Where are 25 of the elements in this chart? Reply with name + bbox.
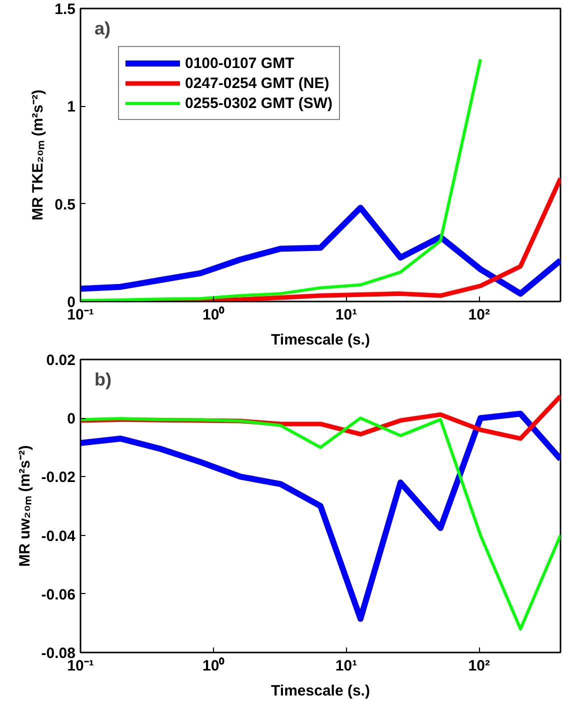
- x-tick-label: 10⁻¹: [67, 306, 94, 324]
- y-tick-label: 1.5: [54, 1, 76, 18]
- x-tick-label: 10⁰: [202, 306, 226, 324]
- x-axis-title: Timescale (s.): [271, 332, 370, 348]
- y-axis-title: MR uw₂₀ₘ (m²s⁻²): [16, 445, 34, 567]
- y-tick-label: 0: [67, 410, 76, 428]
- y-tick-label: 0.5: [54, 196, 76, 214]
- x-tick-label: 10²: [468, 306, 490, 324]
- y-tick-label: -0.02: [41, 469, 76, 486]
- y-tick-label: 1: [67, 98, 76, 116]
- x-tick-label: 10¹: [335, 658, 358, 674]
- x-tick-label: 10⁻¹: [67, 658, 94, 674]
- legend-label: 0255-0302 GMT (SW): [185, 94, 333, 112]
- y-axis-title: MR TKE₂₀ₘ (m²s⁻²): [30, 90, 47, 220]
- annotation: a): [94, 18, 111, 38]
- x-tick-label: 10²: [468, 658, 490, 674]
- legend-label: 0247-0254 GMT (NE): [185, 74, 330, 92]
- x-axis-title: Timescale (s.): [271, 682, 370, 700]
- y-tick-label: -0.06: [41, 586, 76, 604]
- y-tick-label: -0.04: [41, 528, 76, 545]
- y-tick-label: 0.02: [46, 352, 76, 369]
- x-tick-label: 10¹: [335, 306, 358, 324]
- annotation: b): [94, 370, 112, 390]
- legend-label: 0100-0107 GMT: [185, 54, 294, 72]
- x-tick-label: 10⁰: [202, 656, 226, 674]
